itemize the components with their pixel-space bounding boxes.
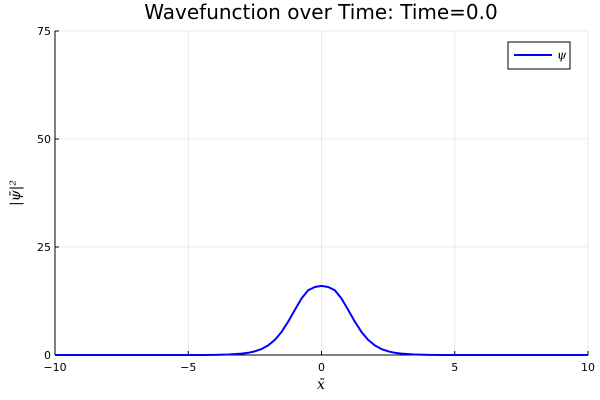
x-tick-label: 5 <box>451 361 458 374</box>
legend-label-psi: ψ <box>557 48 567 62</box>
x-tick-label: 0 <box>318 361 325 374</box>
y-tick-label: 0 <box>44 349 51 362</box>
series-line-psi <box>55 284 588 356</box>
legend: ψ <box>507 41 571 70</box>
x-tick-label: −10 <box>43 361 66 374</box>
series-layer <box>55 284 588 356</box>
x-tick-label: −5 <box>180 361 196 374</box>
chart-title: Wavefunction over Time: Time=0.0 <box>144 0 497 24</box>
y-tick-label: 75 <box>37 25 51 38</box>
y-tick-label: 25 <box>37 241 51 254</box>
x-tick-label: 10 <box>581 361 595 374</box>
y-tick-label: 50 <box>37 133 51 146</box>
y-axis-label: |ψ̄|² <box>8 180 24 206</box>
x-axis-label: x̄ <box>317 377 325 393</box>
